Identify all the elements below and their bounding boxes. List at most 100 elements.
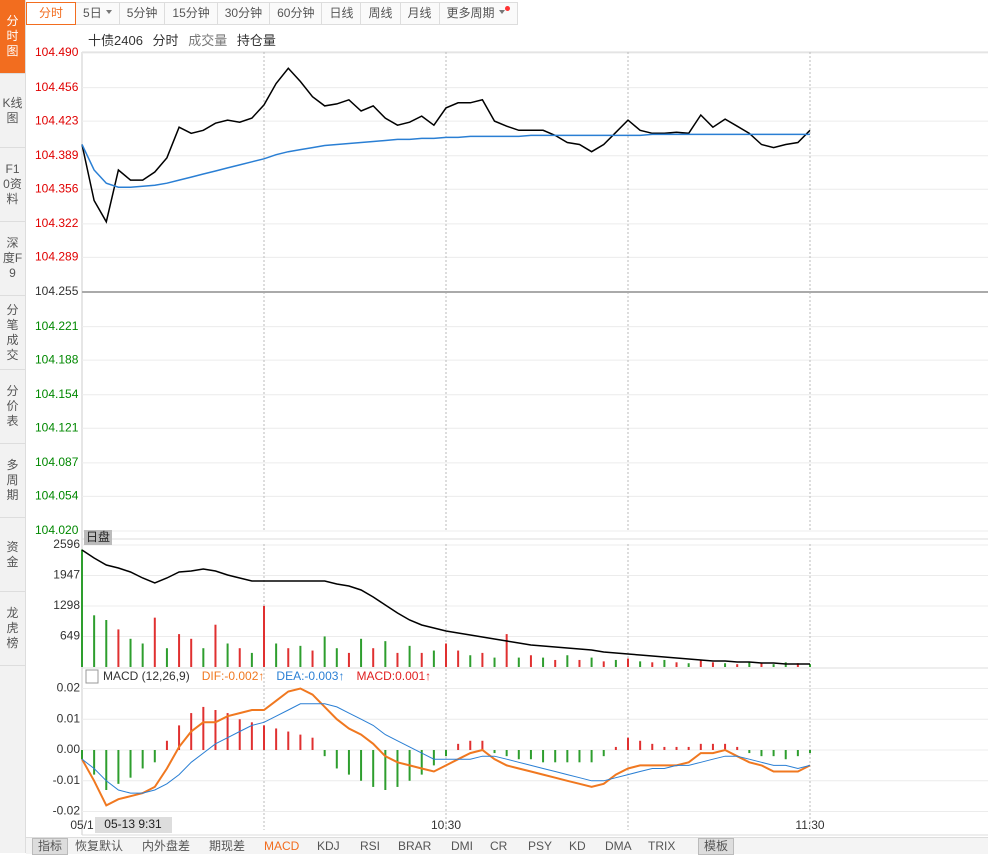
y-tick-label: 104.020: [35, 523, 79, 537]
bar: [784, 750, 787, 760]
bar: [226, 643, 229, 667]
bar: [529, 655, 532, 667]
period-tab[interactable]: 周线: [360, 2, 401, 25]
period-tab[interactable]: 月线: [399, 2, 440, 25]
bar: [226, 713, 229, 750]
header-item[interactable]: 分时: [152, 33, 179, 48]
bar: [505, 750, 508, 757]
cursor-label: 05-13 9:31: [104, 817, 162, 831]
bar: [809, 664, 811, 667]
period-tab[interactable]: 日线: [321, 2, 362, 25]
session-label: 日盘: [86, 529, 110, 544]
dropdown-arrow: [105, 10, 112, 17]
bar: [347, 750, 350, 775]
help-icon[interactable]: [85, 669, 99, 684]
bar: [420, 750, 423, 775]
period-tab[interactable]: 更多周期: [438, 2, 518, 25]
line: [81, 703, 811, 794]
bar: [238, 719, 241, 750]
bar: [663, 659, 666, 667]
indicator-tab[interactable]: DMA: [605, 839, 632, 853]
sidebar-tab-label: 多周期: [6, 458, 19, 502]
bar: [372, 648, 375, 667]
bar: [578, 659, 581, 667]
bar: [590, 750, 593, 763]
period-tab[interactable]: 15分钟: [164, 2, 218, 25]
symbol: 十债2406: [88, 33, 143, 48]
sidebar-tab[interactable]: K线图: [0, 74, 25, 148]
sidebar-tab[interactable]: 多周期: [0, 444, 25, 518]
y-tick-label: 104.154: [35, 387, 79, 401]
bar: [505, 634, 508, 667]
indicator-tab[interactable]: DMI: [451, 839, 473, 853]
bar: [129, 638, 132, 667]
bar: [796, 750, 799, 757]
header-item[interactable]: 持仓量: [236, 33, 276, 48]
bar: [529, 750, 532, 760]
period-tab[interactable]: 60分钟: [269, 2, 323, 25]
indicator-tab[interactable]: 指标: [32, 838, 69, 855]
y-tick-label: 104.456: [35, 80, 79, 94]
bar: [396, 652, 399, 667]
bar: [748, 662, 751, 667]
bar: [214, 624, 217, 667]
bar: [566, 750, 569, 763]
y-tick-label: 104.255: [35, 284, 79, 298]
sidebar-tab[interactable]: 分笔成交: [0, 296, 25, 370]
bar: [445, 750, 447, 757]
y-tick-label: 0.02: [57, 681, 81, 695]
bar: [190, 638, 193, 667]
y-tick-label: 104.490: [35, 45, 79, 59]
sidebar-tab[interactable]: 深度F9: [0, 222, 25, 296]
indicator-tab[interactable]: 期现差: [209, 839, 246, 853]
bar: [796, 663, 799, 667]
session-label-box: [84, 530, 112, 545]
bar: [578, 750, 581, 763]
indicator-tab[interactable]: 模板: [698, 838, 735, 855]
indicator-tab[interactable]: 恢复默认: [75, 839, 124, 853]
bar: [202, 706, 205, 750]
indicator-tab[interactable]: RSI: [360, 839, 381, 853]
y-tick-label: -0.01: [53, 773, 81, 787]
bar: [481, 652, 484, 667]
period-tab[interactable]: 分时: [26, 2, 77, 25]
y-tick-label: 649: [60, 629, 80, 643]
sidebar-tab[interactable]: 分价表: [0, 370, 25, 444]
sidebar-tab[interactable]: 龙虎榜: [0, 592, 25, 666]
indicator-title: MACD (12,26,9): [103, 669, 190, 683]
header-item[interactable]: 成交量: [188, 33, 228, 48]
bar: [651, 743, 654, 750]
x-tick-label: 10:30: [431, 818, 461, 832]
period-tab[interactable]: 30分钟: [216, 2, 271, 25]
period-tab[interactable]: 5分钟: [118, 2, 166, 25]
bar: [699, 743, 702, 750]
x-tick-label: 11:30: [795, 818, 824, 832]
bar: [372, 750, 375, 787]
indicator-tab[interactable]: KD: [569, 839, 586, 853]
bar: [141, 750, 144, 769]
y-tick-label: 2596: [53, 537, 80, 551]
y-tick-label: 1947: [53, 568, 80, 582]
y-tick-label: 104.289: [35, 250, 79, 264]
bar: [675, 746, 678, 750]
sidebar-tab[interactable]: 资金: [0, 518, 25, 592]
period-tab[interactable]: 5日: [75, 2, 120, 25]
indicator-tab[interactable]: 内外盘差: [142, 839, 191, 853]
bar: [554, 659, 557, 667]
bar: [517, 657, 520, 667]
bar: [590, 657, 593, 667]
bar: [432, 750, 435, 766]
indicator-tab[interactable]: PSY: [528, 839, 553, 853]
bar: [105, 620, 108, 667]
bar: [639, 740, 642, 750]
sidebar-tab[interactable]: F10资料: [0, 148, 25, 222]
indicator-tab[interactable]: MACD: [264, 839, 300, 853]
bar: [275, 643, 278, 667]
bar: [675, 662, 678, 667]
indicator-tab[interactable]: KDJ: [317, 839, 340, 853]
indicator-tab[interactable]: TRIX: [648, 839, 676, 853]
bar: [663, 746, 666, 750]
indicator-tab[interactable]: CR: [490, 839, 508, 853]
indicator-tab[interactable]: BRAR: [398, 839, 432, 853]
sidebar-tab[interactable]: 分时图: [0, 0, 25, 74]
